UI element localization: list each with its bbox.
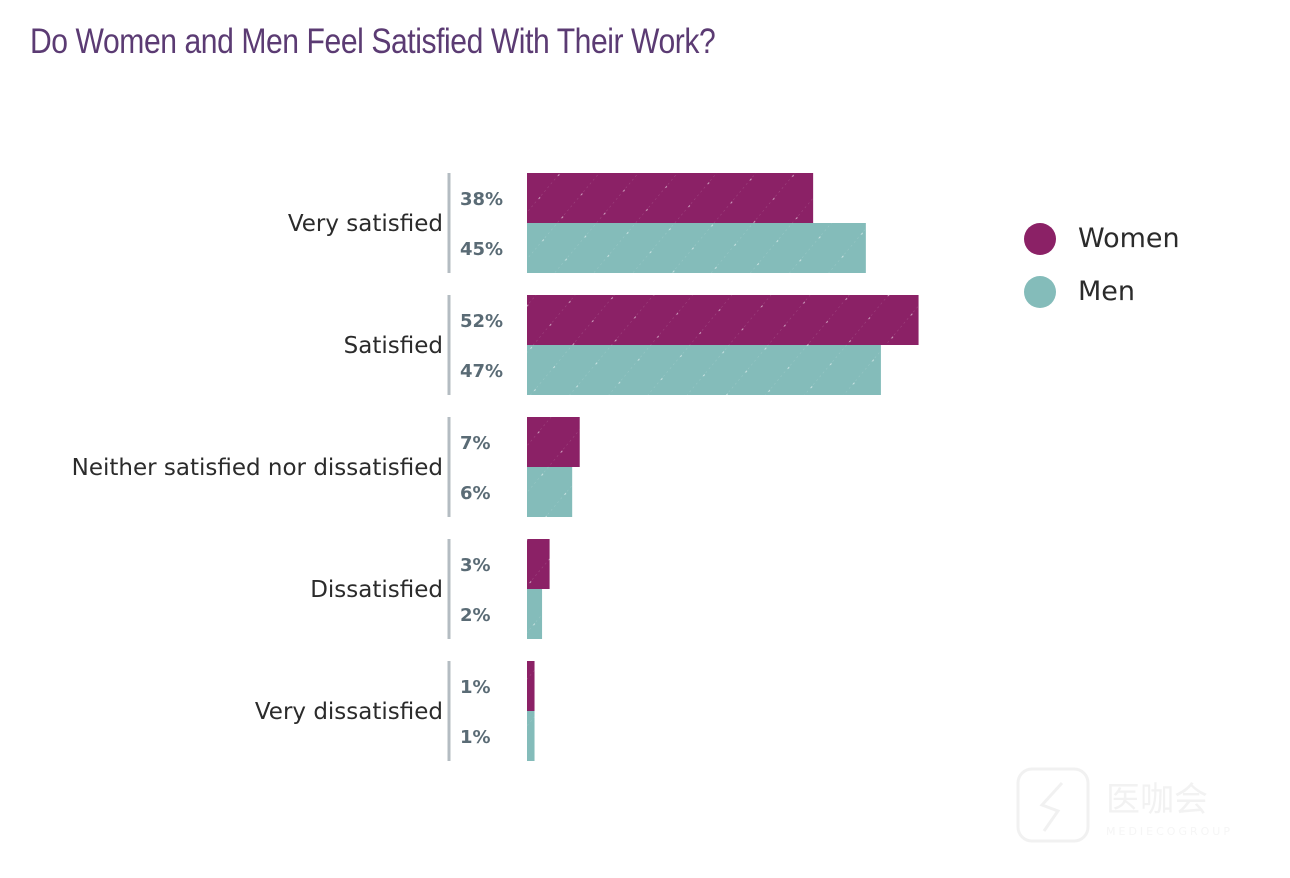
- watermark-logo-icon: [1016, 767, 1090, 843]
- value-label: 2%: [460, 605, 491, 626]
- watermark-text-en: MEDIECOGROUP: [1106, 825, 1233, 838]
- legend-item-women: Women: [1024, 212, 1180, 265]
- value-label: 1%: [460, 727, 491, 748]
- bar-texture: [527, 295, 919, 345]
- bar-texture: [527, 661, 535, 711]
- bar-texture: [527, 173, 814, 223]
- value-label: 6%: [460, 483, 491, 504]
- category-label: Very satisfied: [288, 211, 443, 237]
- legend-swatch-women: [1024, 222, 1056, 255]
- chart-title: Do Women and Men Feel Satisfied With The…: [30, 22, 716, 61]
- watermark-logo: 医咖会 MEDIECOGROUP: [1016, 767, 1233, 843]
- bar-texture: [527, 345, 881, 395]
- category-label: Satisfied: [344, 333, 443, 359]
- category-label: Very dissatisfied: [255, 699, 443, 725]
- value-label: 47%: [460, 361, 503, 382]
- legend-label-women: Women: [1078, 223, 1180, 254]
- watermark-logo-mark: [1039, 781, 1064, 832]
- bar-texture: [527, 589, 543, 639]
- bar-texture: [527, 467, 573, 517]
- bar-texture: [527, 417, 580, 467]
- category-label: Neither satisfied nor dissatisfied: [72, 455, 443, 481]
- value-label: 1%: [460, 677, 491, 698]
- value-label: 3%: [460, 555, 491, 576]
- value-label: 7%: [460, 433, 491, 454]
- legend-label-men: Men: [1078, 276, 1136, 307]
- bar-texture: [527, 539, 550, 589]
- legend: Women Men: [1024, 212, 1180, 318]
- value-label: 52%: [460, 311, 503, 332]
- category-label: Dissatisfied: [310, 577, 443, 603]
- watermark-text-cn: 医咖会: [1106, 780, 1208, 820]
- bar-texture: [527, 223, 866, 273]
- value-label: 45%: [460, 239, 503, 260]
- legend-item-men: Men: [1024, 265, 1180, 318]
- value-label: 38%: [460, 189, 503, 210]
- bar-texture: [527, 711, 535, 761]
- legend-swatch-men: [1024, 275, 1056, 308]
